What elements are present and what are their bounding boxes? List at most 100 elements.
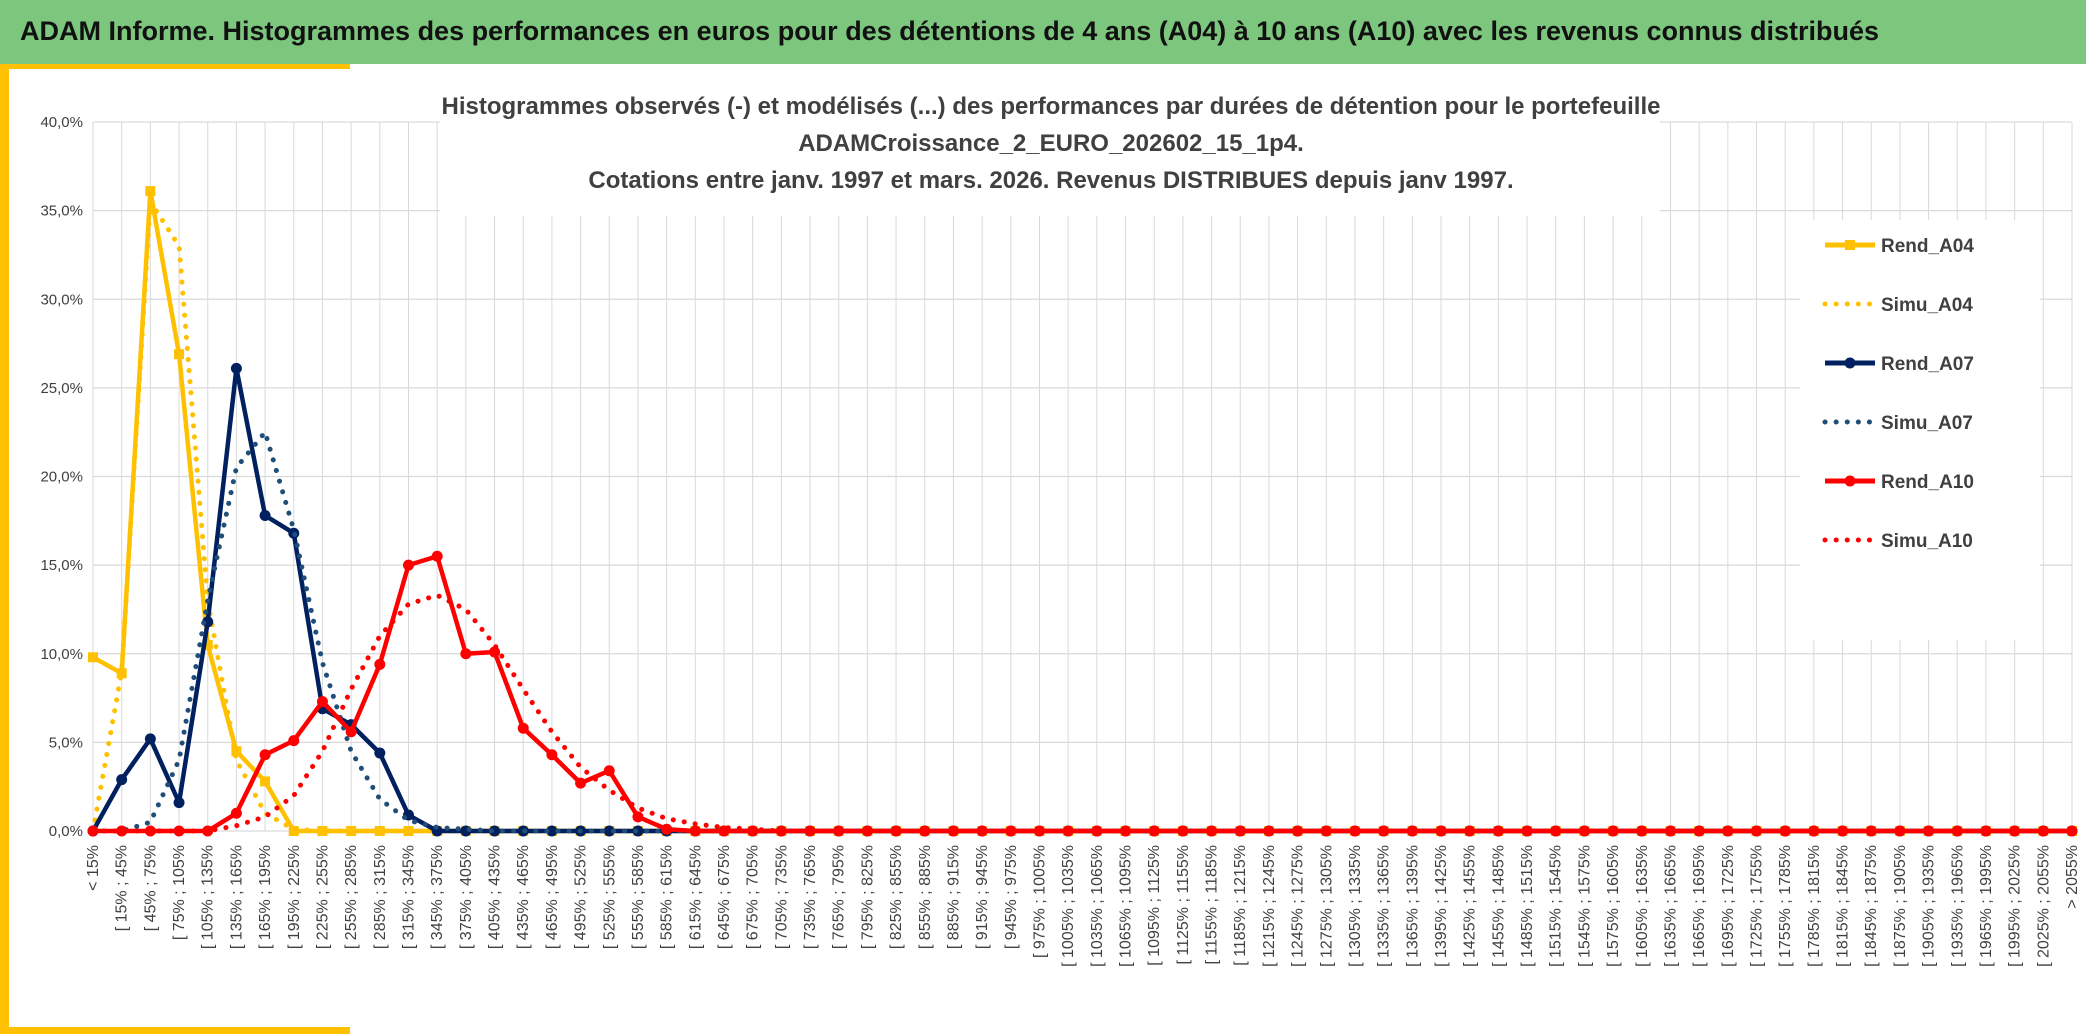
marker <box>88 652 98 663</box>
x-tick-label: [ 465% ; 495% <box>544 845 561 949</box>
marker <box>1636 825 1648 837</box>
x-tick-label: [ 1215% ; 1245% <box>1261 845 1278 967</box>
x-tick-label: [ 765% ; 795% <box>831 845 848 949</box>
marker <box>116 668 127 679</box>
frame-left <box>0 64 9 1034</box>
x-tick-label: [ 1365% ; 1395% <box>1404 845 1421 967</box>
x-tick-label: [ 1515% ; 1545% <box>1548 845 1565 967</box>
marker <box>288 826 299 836</box>
marker <box>173 797 185 809</box>
x-tick-label: [ 165% ; 195% <box>257 845 274 949</box>
legend-label: Simu_A04 <box>1881 295 1973 316</box>
x-tick-label: [ 1095% ; 1125% <box>1146 845 1163 966</box>
marker <box>1148 825 1160 837</box>
marker <box>517 722 529 734</box>
marker <box>947 825 959 837</box>
marker <box>1206 825 1218 837</box>
x-tick-label: [ 1605% ; 1635% <box>1634 845 1651 967</box>
x-tick-label: [ 825% ; 855% <box>888 845 905 949</box>
y-tick-label: 10,0% <box>40 646 83 663</box>
marker <box>804 825 816 837</box>
x-tick-label: [ 855% ; 885% <box>917 845 934 949</box>
x-tick-label: [ 1965% ; 1995% <box>1978 845 1995 967</box>
marker <box>231 746 242 757</box>
chart-title: Histogrammes observés (-) et modélisés (… <box>442 93 1661 120</box>
marker <box>1349 825 1361 837</box>
x-tick-label: [ 945% ; 975% <box>1003 845 1020 949</box>
x-tick-label: [ 105% ; 135% <box>200 845 217 949</box>
x-tick-label: [ 285% ; 315% <box>372 845 389 949</box>
marker <box>259 749 271 761</box>
x-tick-label: [ 1575% ; 1605% <box>1605 845 1622 967</box>
marker <box>460 648 472 660</box>
x-tick-label: [ 735% ; 765% <box>802 845 819 949</box>
marker <box>603 765 615 777</box>
marker <box>374 826 385 836</box>
x-tick-label: [ 1665% ; 1695% <box>1691 845 1708 967</box>
x-tick-label: [ 1635% ; 1665% <box>1662 845 1679 967</box>
marker <box>1292 825 1304 837</box>
marker <box>260 776 271 787</box>
x-tick-label: [ 1395% ; 1425% <box>1433 845 1450 967</box>
x-tick-label: [ 1695% ; 1725% <box>1720 845 1737 967</box>
marker <box>489 825 501 837</box>
marker <box>402 559 414 571</box>
chart-title: ADAMCroissance_2_EURO_202602_15_1p4. <box>798 130 1304 157</box>
x-tick-label: [ 1815% ; 1845% <box>1835 845 1852 967</box>
x-tick-label: [ 975% ; 1005% <box>1031 845 1048 958</box>
marker <box>230 807 242 819</box>
y-tick-label: 30,0% <box>40 291 83 308</box>
marker <box>288 735 300 747</box>
marker <box>919 825 931 837</box>
y-tick-label: 35,0% <box>40 203 83 220</box>
x-tick-label: < 15% <box>85 845 102 891</box>
marker <box>1607 825 1619 837</box>
marker <box>632 811 644 823</box>
x-tick-label: [ 2025% ; 2055% <box>2035 845 2052 967</box>
marker <box>546 749 558 761</box>
marker <box>1406 825 1418 837</box>
legend-label: Rend_A07 <box>1881 354 1974 375</box>
x-tick-label: [ 1065% ; 1095% <box>1118 845 1135 967</box>
x-tick-label: [ 705% ; 735% <box>773 845 790 949</box>
x-tick-label: [ 135% ; 165% <box>228 845 245 949</box>
x-tick-label: [ 525% ; 555% <box>601 845 618 949</box>
x-tick-label: [ 1425% ; 1455% <box>1462 845 1479 967</box>
x-tick-label: [ 1455% ; 1485% <box>1490 845 1507 967</box>
title-background <box>440 86 1660 216</box>
marker <box>1779 825 1791 837</box>
series-line <box>91 188 2072 834</box>
series-line <box>90 592 2075 834</box>
marker <box>174 349 185 360</box>
marker <box>431 550 443 562</box>
series-line <box>90 429 2075 834</box>
x-tick-label: [ 375% ; 405% <box>458 845 475 949</box>
y-tick-label: 0,0% <box>49 823 83 840</box>
marker <box>689 825 701 837</box>
x-tick-label: [ 555% ; 585% <box>630 845 647 949</box>
marker <box>374 747 386 759</box>
x-tick-label: [ 1035% ; 1065% <box>1089 845 1106 967</box>
x-tick-label: [ 1845% ; 1875% <box>1863 845 1880 967</box>
x-tick-label: [ 45% ; 75% <box>142 845 159 931</box>
marker <box>603 825 615 837</box>
marker <box>374 658 386 670</box>
x-tick-label: [ 1935% ; 1965% <box>1949 845 1966 967</box>
x-tick-label: [ 1485% ; 1515% <box>1519 845 1536 967</box>
series-line <box>90 199 2075 834</box>
x-tick-label: [ 1725% ; 1755% <box>1749 845 1766 967</box>
x-tick-label: [ 225% ; 255% <box>314 845 331 949</box>
x-tick-label: [ 1755% ; 1785% <box>1777 845 1794 967</box>
marker <box>316 696 328 708</box>
marker <box>661 823 673 835</box>
legend-background <box>1800 220 2040 640</box>
x-tick-label: [ 885% ; 915% <box>945 845 962 949</box>
header-title: ADAM Informe. Histogrammes des performan… <box>20 16 1880 46</box>
marker <box>116 774 128 786</box>
x-tick-label: [ 435% ; 465% <box>515 845 532 949</box>
legend-marker <box>1845 240 1855 250</box>
marker <box>1005 825 1017 837</box>
x-tick-label: [ 585% ; 615% <box>659 845 676 949</box>
x-tick-label: [ 1545% ; 1575% <box>1576 845 1593 967</box>
marker <box>1492 825 1504 837</box>
